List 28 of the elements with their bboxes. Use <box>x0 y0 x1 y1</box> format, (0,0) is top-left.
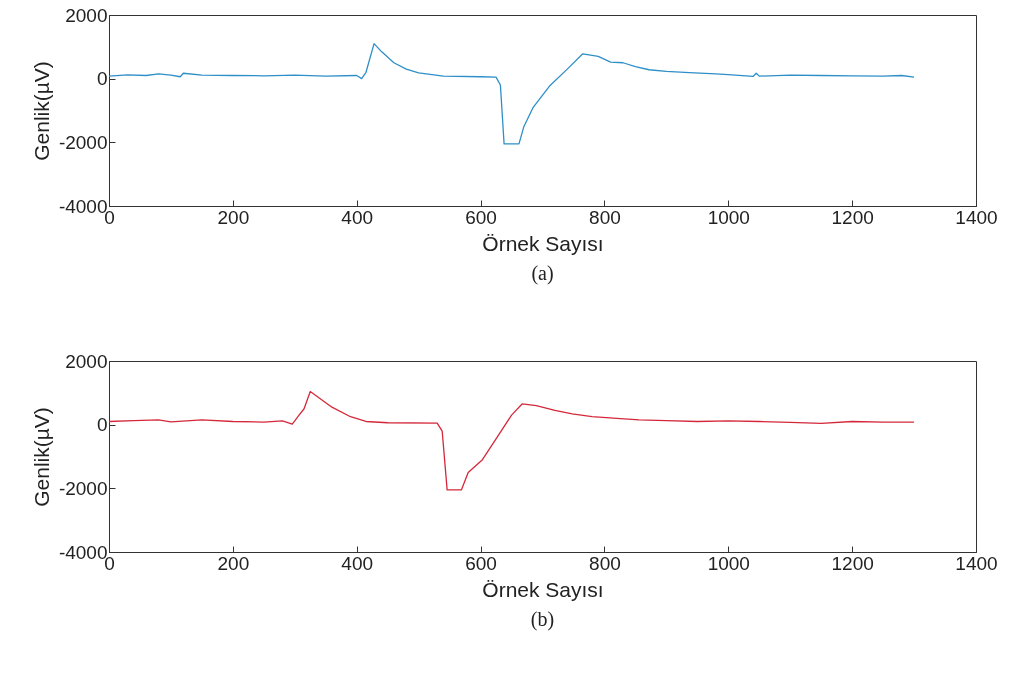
x-tick-label: 400 <box>341 206 374 228</box>
y-tick-label: -2000 <box>58 131 108 153</box>
y-axis-title: Genlik(µV) <box>29 61 53 161</box>
x-tick-label: 400 <box>341 552 374 574</box>
x-tick-label: 1400 <box>955 206 998 228</box>
y-tick-label: 0 <box>96 414 108 436</box>
text: (b) <box>530 608 555 631</box>
x-tick-label: 1200 <box>831 206 874 228</box>
y-axis-title: Genlik(µV) <box>29 407 53 507</box>
x-axis-title: Örnek Sayısı <box>482 577 604 601</box>
x-axis-title: Örnek Sayısı <box>482 231 604 255</box>
x-tick-label: 1000 <box>707 552 750 574</box>
x-tick-label: 1200 <box>831 552 874 574</box>
x-tick-label: 600 <box>465 552 497 574</box>
x-tick-label: 800 <box>589 206 621 228</box>
line-series <box>109 390 915 491</box>
x-tick-label: 600 <box>465 206 497 228</box>
y-tick-label: -2000 <box>58 477 108 499</box>
y-tick-label: 2000 <box>65 350 108 372</box>
text: (a) <box>531 262 554 285</box>
line-series <box>109 43 915 145</box>
x-tick-label: 200 <box>217 206 250 228</box>
y-tick-label: 0 <box>96 68 108 90</box>
x-tick-label: 800 <box>589 552 621 574</box>
x-tick-label: 200 <box>217 552 250 574</box>
x-tick-label: 1400 <box>955 552 998 574</box>
y-tick-label: 2000 <box>65 4 108 26</box>
x-tick-label: 1000 <box>707 206 750 228</box>
